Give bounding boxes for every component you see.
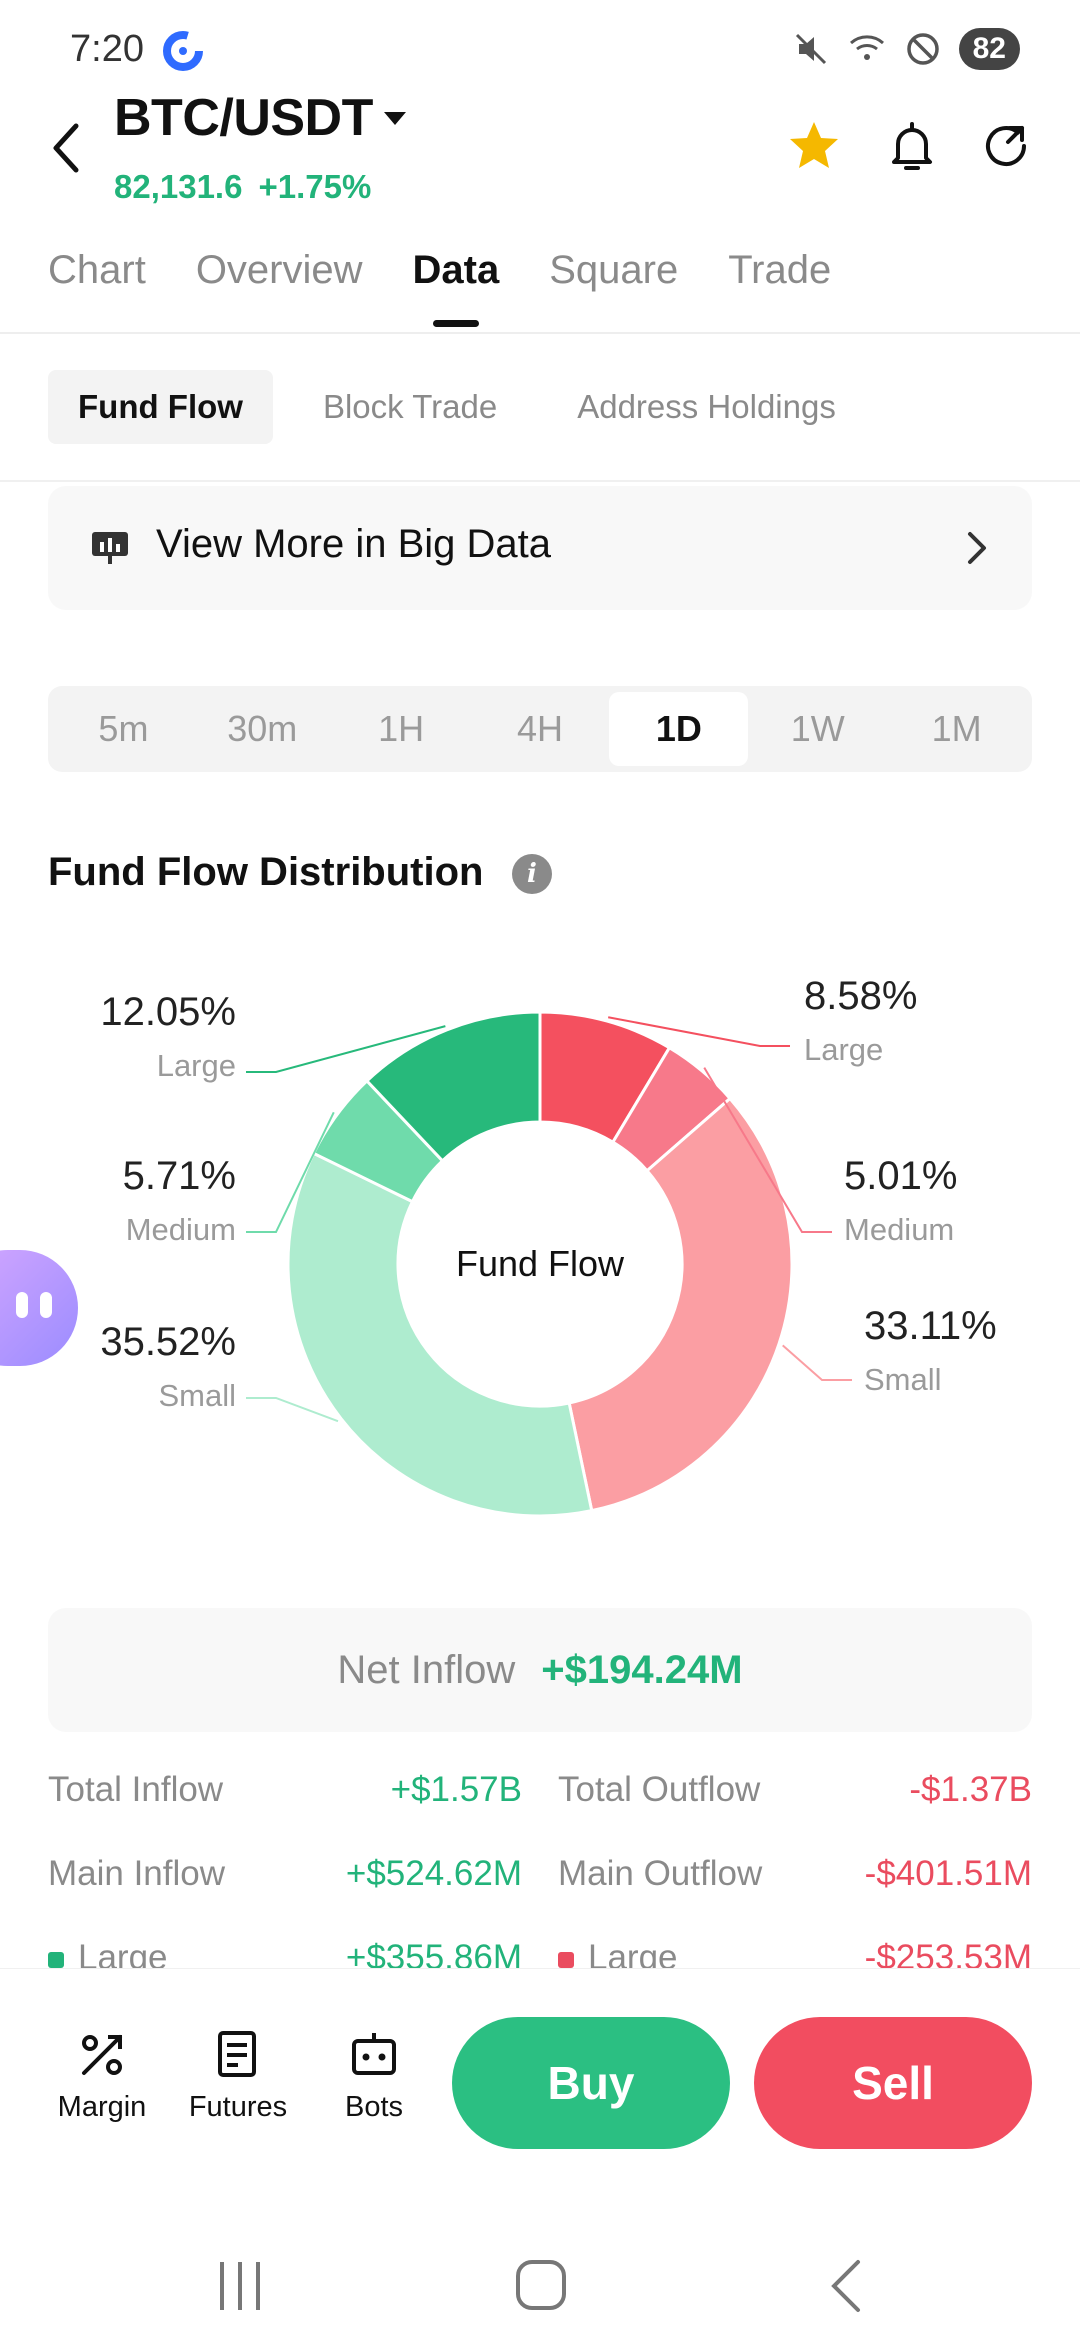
legend-dot-green (48, 1951, 64, 1968)
recents-icon (220, 2262, 260, 2310)
fund-flow-donut: Fund Flow 12.05% Large 5.71% Medium 35.5… (0, 940, 1080, 1560)
stat-row-total: Total Inflow +$1.57B Total Outflow -$1.3… (48, 1770, 1032, 1820)
tab-chart[interactable]: Chart (48, 248, 146, 292)
subtab-fund-flow[interactable]: Fund Flow (48, 370, 273, 444)
tab-divider (0, 332, 1080, 334)
wifi-icon (849, 35, 884, 60)
stat-label: Main Inflow (48, 1854, 226, 1893)
system-nav-bar (220, 2260, 860, 2312)
label-size-medium-in: Medium (125, 1212, 236, 1247)
view-big-data-card[interactable]: View More in Big Data (48, 486, 1032, 610)
dnd-icon (906, 33, 939, 65)
stat-value-in: +$524.62M (345, 1854, 522, 1893)
tab-trade[interactable]: Trade (728, 248, 832, 292)
subtab-block-trade[interactable]: Block Trade (322, 388, 498, 425)
net-inflow-box: Net Inflow +$194.24M (48, 1608, 1032, 1732)
tab-data[interactable]: Data (412, 248, 500, 292)
status-time: 7:20 (70, 28, 144, 70)
stat-value-in: +$1.57B (390, 1770, 522, 1809)
price-change: +1.75% (258, 168, 372, 205)
label-pct-large-in: 12.05% (100, 990, 236, 1034)
label-pct-medium-in: 5.71% (122, 1154, 236, 1198)
stat-row-main: Main Inflow +$524.62M Main Outflow -$401… (48, 1854, 1032, 1904)
net-inflow-value: +$194.24M (541, 1647, 743, 1692)
main-tabs: Chart Overview Data Square Trade (48, 248, 831, 293)
range-1h[interactable]: 1H (378, 708, 425, 749)
donut-chart-svg: Fund Flow (246, 1010, 852, 1518)
bubble-eye-left (16, 1292, 28, 1318)
range-30m[interactable]: 30m (227, 708, 298, 749)
range-1w[interactable]: 1W (790, 708, 845, 749)
status-icons: 82 (793, 28, 1020, 70)
bell-icon[interactable] (884, 118, 940, 174)
leader-line (246, 1397, 339, 1423)
buy-button[interactable]: Buy (452, 2017, 730, 2149)
slice-large-inflow (364, 1010, 542, 1163)
nav-futures-label: Futures (188, 2091, 288, 2123)
time-range-selector: 5m 30m 1H 4H 1D 1W 1M (48, 686, 1032, 772)
last-price: 82,131.6 (114, 168, 243, 205)
mute-icon (795, 33, 826, 65)
stat-value-out: -$1.37B (909, 1770, 1032, 1809)
futures-icon (218, 2031, 256, 2077)
stat-label: Main Outflow (558, 1854, 763, 1893)
battery-level: 82 (958, 28, 1020, 70)
label-size-small-out: Small (864, 1362, 942, 1397)
nav-margin[interactable]: Margin (42, 2029, 162, 2124)
nav-back-icon (831, 2260, 860, 2312)
leader-line (703, 1067, 832, 1233)
label-size-medium-out: Medium (844, 1212, 955, 1247)
data-subtabs: Fund Flow Block Trade Address Holdings (48, 370, 866, 444)
home-icon (516, 2260, 566, 2310)
info-icon[interactable]: i (512, 854, 552, 894)
range-5m[interactable]: 5m (98, 708, 149, 749)
label-size-large-in: Large (156, 1048, 236, 1083)
stat-label: Total Outflow (558, 1770, 761, 1809)
slice-small-inflow (286, 1151, 594, 1518)
donut-center-label: Fund Flow (456, 1243, 625, 1284)
nav-bots[interactable]: Bots (314, 2029, 434, 2124)
leader-line (782, 1344, 852, 1381)
pair-title[interactable]: BTC/USDT (114, 89, 373, 147)
label-pct-small-out: 33.11% (864, 1304, 997, 1348)
leader-line (246, 1111, 335, 1233)
chevron-right-icon (968, 532, 986, 564)
big-data-label: View More in Big Data (156, 522, 551, 566)
bottom-action-bar: Margin Futures Bots Buy Sell (0, 1968, 1080, 2340)
bubble-eye-right (40, 1292, 52, 1318)
stat-value-out: -$401.51M (864, 1854, 1032, 1893)
leader-line (607, 1016, 790, 1047)
label-pct-small-in: 35.52% (100, 1320, 236, 1364)
leader-line (246, 1025, 446, 1073)
nav-bots-label: Bots (344, 2091, 404, 2123)
section-title: Fund Flow Distribution (48, 850, 484, 894)
nav-futures[interactable]: Futures (178, 2029, 298, 2124)
legend-dot-red (558, 1951, 574, 1968)
label-pct-large-out: 8.58% (804, 974, 918, 1018)
range-4h[interactable]: 4H (516, 708, 564, 749)
tab-square[interactable]: Square (549, 248, 679, 292)
app-logo-icon (163, 31, 203, 71)
label-size-large-out: Large (804, 1032, 884, 1067)
stat-label: Total Inflow (48, 1770, 224, 1809)
subtab-address-holdings[interactable]: Address Holdings (577, 388, 836, 425)
sell-button[interactable]: Sell (754, 2017, 1032, 2149)
share-icon[interactable] (980, 118, 1036, 174)
subtab-divider (0, 480, 1080, 482)
bots-icon (352, 2033, 396, 2075)
slice-small-outflow (567, 1096, 794, 1513)
nav-margin-label: Margin (57, 2091, 147, 2123)
range-1m[interactable]: 1M (931, 708, 982, 749)
label-pct-medium-out: 5.01% (844, 1154, 958, 1198)
pair-dropdown-icon[interactable] (384, 112, 406, 125)
margin-icon (82, 2035, 122, 2075)
price-row: 82,131.6 +1.75% (114, 168, 387, 206)
net-inflow-label: Net Inflow (337, 1647, 516, 1692)
back-icon[interactable] (46, 118, 86, 178)
tab-overview[interactable]: Overview (195, 248, 363, 292)
big-data-icon (92, 532, 128, 564)
star-icon[interactable] (786, 118, 842, 174)
label-size-small-in: Small (158, 1378, 236, 1413)
range-1d[interactable]: 1D (609, 692, 749, 766)
